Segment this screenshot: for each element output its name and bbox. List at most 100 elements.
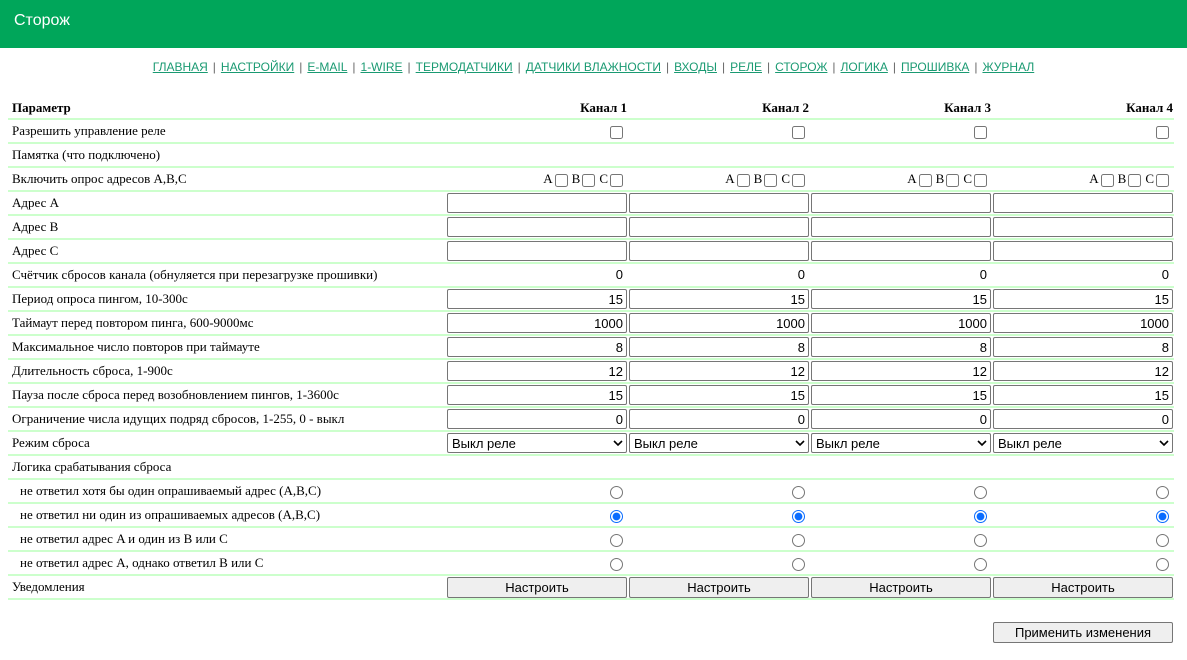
nav-link[interactable]: НАСТРОЙКИ [220, 60, 295, 74]
poll-address-checkbox[interactable] [1100, 173, 1114, 187]
param-input[interactable] [447, 385, 627, 405]
poll-address-checkbox[interactable] [946, 173, 960, 187]
reset-logic-radio[interactable] [792, 557, 805, 571]
nav-link[interactable]: ДАТЧИКИ ВЛАЖНОСТИ [525, 60, 661, 74]
reset-mode-select[interactable]: Выкл реле [993, 433, 1173, 453]
param-input[interactable] [447, 193, 627, 213]
param-input[interactable] [993, 361, 1173, 381]
reset-logic-radio[interactable] [610, 485, 623, 499]
param-input[interactable] [447, 313, 627, 333]
nav-link[interactable]: ЛОГИКА [840, 60, 888, 74]
reset-logic-radio[interactable] [974, 509, 987, 523]
nav-link[interactable]: ТЕРМОДАТЧИКИ [415, 60, 513, 74]
configure-notifications-button[interactable]: Настроить [447, 576, 627, 598]
param-input[interactable] [811, 289, 991, 309]
param-input[interactable] [629, 289, 809, 309]
param-input[interactable] [993, 289, 1173, 309]
poll-address-checkbox[interactable] [792, 173, 805, 187]
nav-link[interactable]: ВХОДЫ [674, 60, 717, 74]
reset-logic-radio[interactable] [1156, 509, 1169, 523]
address-label: B [935, 171, 945, 186]
relay-enable-checkbox[interactable] [610, 125, 623, 139]
param-input[interactable] [993, 217, 1173, 237]
param-input[interactable] [993, 385, 1173, 405]
channel-cell: Выкл реле [992, 431, 1174, 456]
param-input[interactable] [629, 385, 809, 405]
param-input[interactable] [629, 241, 809, 261]
param-input[interactable] [811, 385, 991, 405]
nav-link[interactable]: E-MAIL [307, 60, 348, 74]
reset-logic-radio[interactable] [1156, 533, 1169, 547]
param-input[interactable] [447, 241, 627, 261]
param-input[interactable] [629, 217, 809, 237]
nav-separator: | [407, 60, 411, 74]
poll-address-checkbox[interactable] [974, 173, 987, 187]
poll-address-checkbox[interactable] [1128, 173, 1142, 187]
param-input[interactable] [447, 337, 627, 357]
apply-changes-button[interactable]: Применить изменения [993, 622, 1173, 643]
channel-cell [810, 191, 992, 216]
poll-address-checkbox[interactable] [764, 173, 778, 187]
param-input[interactable] [811, 409, 991, 429]
param-input[interactable] [993, 193, 1173, 213]
param-input[interactable] [811, 337, 991, 357]
reset-logic-radio[interactable] [792, 509, 805, 523]
nav-link[interactable]: ЖУРНАЛ [982, 60, 1035, 74]
reset-mode-select[interactable]: Выкл реле [629, 433, 809, 453]
param-input[interactable] [811, 241, 991, 261]
poll-address-checkbox[interactable] [582, 173, 596, 187]
param-input[interactable] [811, 193, 991, 213]
param-input[interactable] [447, 361, 627, 381]
reset-logic-radio[interactable] [610, 557, 623, 571]
channel-cell [992, 359, 1174, 384]
reset-logic-radio[interactable] [974, 557, 987, 571]
reset-logic-radio[interactable] [792, 533, 805, 547]
param-input[interactable] [447, 289, 627, 309]
param-input[interactable] [993, 313, 1173, 333]
param-input[interactable] [447, 409, 627, 429]
poll-address-checkbox[interactable] [554, 173, 568, 187]
nav-link[interactable]: СТОРОЖ [775, 60, 828, 74]
configure-notifications-button[interactable]: Настроить [629, 576, 809, 598]
channel-cell: Выкл реле [810, 431, 992, 456]
reset-logic-radio[interactable] [792, 485, 805, 499]
reset-logic-radio[interactable] [1156, 557, 1169, 571]
nav-link[interactable]: ПРОШИВКА [901, 60, 970, 74]
param-input[interactable] [629, 313, 809, 333]
app-header: Сторож [0, 0, 1187, 48]
reset-mode-select[interactable]: Выкл реле [447, 433, 627, 453]
reset-logic-radio[interactable] [974, 485, 987, 499]
channel-cell [810, 383, 992, 408]
configure-notifications-button[interactable]: Настроить [811, 576, 991, 598]
poll-address-checkbox[interactable] [736, 173, 750, 187]
relay-enable-checkbox[interactable] [792, 125, 805, 139]
nav-separator: | [665, 60, 670, 74]
poll-address-checkbox[interactable] [918, 173, 932, 187]
poll-address-checkbox[interactable] [1156, 173, 1169, 187]
param-input[interactable] [993, 409, 1173, 429]
param-input[interactable] [629, 361, 809, 381]
configure-notifications-button[interactable]: Настроить [993, 576, 1173, 598]
param-input[interactable] [629, 409, 809, 429]
param-input[interactable] [447, 217, 627, 237]
nav-link[interactable]: 1-WIRE [360, 60, 403, 74]
chevron-down-icon [795, 440, 805, 447]
reset-mode-select[interactable]: Выкл реле [811, 433, 991, 453]
param-input[interactable] [811, 361, 991, 381]
param-input[interactable] [629, 193, 809, 213]
param-input[interactable] [993, 337, 1173, 357]
reset-logic-radio[interactable] [610, 509, 623, 523]
param-input[interactable] [629, 337, 809, 357]
nav-link[interactable]: РЕЛЕ [730, 60, 762, 74]
param-input[interactable] [993, 241, 1173, 261]
channel-cell [992, 287, 1174, 312]
param-input[interactable] [811, 313, 991, 333]
reset-logic-radio[interactable] [974, 533, 987, 547]
reset-logic-radio[interactable] [1156, 485, 1169, 499]
relay-enable-checkbox[interactable] [974, 125, 987, 139]
relay-enable-checkbox[interactable] [1156, 125, 1169, 139]
reset-logic-radio[interactable] [610, 533, 623, 547]
param-input[interactable] [811, 217, 991, 237]
poll-address-checkbox[interactable] [610, 173, 623, 187]
nav-link[interactable]: ГЛАВНАЯ [152, 60, 208, 74]
